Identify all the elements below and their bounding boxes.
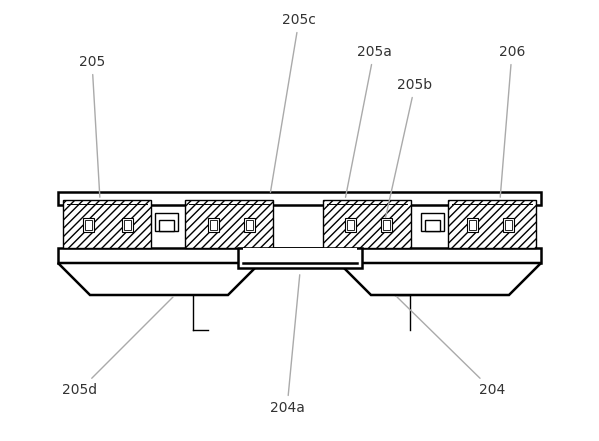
Bar <box>467 218 478 232</box>
Bar <box>63 200 151 248</box>
Bar <box>503 218 514 232</box>
Text: 205b: 205b <box>386 78 432 217</box>
Bar <box>448 200 536 248</box>
Bar <box>159 220 174 231</box>
Text: 205d: 205d <box>62 297 173 397</box>
Bar <box>246 220 253 230</box>
Bar <box>425 220 440 231</box>
Bar <box>238 248 362 268</box>
Bar <box>347 220 354 230</box>
Bar <box>381 218 392 232</box>
Bar <box>323 200 411 248</box>
Bar <box>243 248 357 263</box>
Bar <box>83 218 94 232</box>
Bar <box>208 218 219 232</box>
Polygon shape <box>339 263 541 295</box>
Text: 204: 204 <box>397 297 505 397</box>
Bar <box>122 218 133 232</box>
Bar <box>210 220 217 230</box>
Bar <box>58 192 541 205</box>
Bar <box>345 218 356 232</box>
Bar <box>244 218 255 232</box>
Bar <box>383 220 390 230</box>
Text: 205: 205 <box>79 55 105 197</box>
Text: 204a: 204a <box>270 275 304 415</box>
Text: 206: 206 <box>499 45 525 197</box>
Bar <box>85 220 92 230</box>
Bar <box>185 200 273 248</box>
Polygon shape <box>58 263 260 295</box>
Bar <box>505 220 512 230</box>
Text: 205a: 205a <box>346 45 391 197</box>
Bar <box>469 220 476 230</box>
Bar <box>155 213 178 231</box>
Text: 205c: 205c <box>271 13 316 192</box>
Bar <box>124 220 131 230</box>
Bar <box>421 213 444 231</box>
Bar <box>58 248 541 263</box>
